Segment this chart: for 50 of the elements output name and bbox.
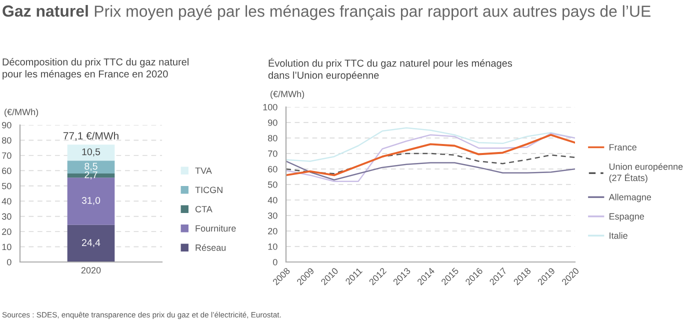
- bar: [67, 224, 115, 262]
- y-tick-label: 40: [268, 196, 278, 204]
- y-axis-title: (€/MWh): [4, 108, 38, 117]
- y-tick-label: 70: [2, 152, 12, 159]
- legend-label: Union européenne (27 États): [609, 163, 683, 183]
- total-label: 77,1 €/MWh: [63, 132, 118, 141]
- y-tick-label: 50: [2, 182, 12, 190]
- y-tick-label: 30: [2, 213, 12, 220]
- legend-label: TVA: [195, 168, 212, 174]
- y-tick-label: 50: [268, 181, 278, 188]
- y-tick-label: 20: [268, 228, 278, 234]
- y-tick-label: 100: [263, 104, 278, 110]
- y-tick-label: 90: [2, 122, 12, 128]
- y-tick-label: 0: [273, 258, 278, 266]
- line-series: [286, 152, 575, 174]
- text: Prix moyen payé par les ménages français par rapport aux autres pays de l’UE: [94, 5, 650, 20]
- y-tick-label: 40: [2, 198, 12, 204]
- bar: [67, 178, 115, 225]
- x-tick-label: 2020: [81, 267, 101, 274]
- data-label: 24,4: [82, 239, 100, 248]
- y-tick-label: 90: [268, 119, 278, 126]
- y-tick-label: 60: [268, 166, 278, 172]
- data-label: 8,5: [84, 162, 98, 171]
- data-label: 31,0: [82, 196, 100, 206]
- y-tick-label: 60: [2, 168, 12, 174]
- text: Gaz naturel: [2, 5, 88, 17]
- y-tick-label: 70: [268, 150, 278, 157]
- y-axis-title: (€/MWh): [270, 90, 304, 99]
- legend-label: Espagne: [610, 213, 644, 222]
- y-tick-label: 0: [7, 258, 12, 266]
- legend-label: CTA: [195, 206, 212, 212]
- line-series: [286, 127, 575, 162]
- line-series: [286, 160, 575, 180]
- y-tick-label: 80: [2, 137, 12, 144]
- y-tick-label: 80: [268, 134, 278, 142]
- chart-title: Évolution du prix TTC du gaz naturel pour les ménages dans l’Union européenne: [268, 58, 512, 81]
- data-label: 10,5: [82, 148, 100, 156]
- y-tick-label: 10: [268, 243, 278, 250]
- legend-label: Allemagne: [608, 194, 652, 202]
- bar: [67, 144, 115, 161]
- y-tick-label: 20: [2, 228, 12, 235]
- legend-label: Réseau: [196, 244, 226, 251]
- y-tick-label: 30: [268, 212, 278, 219]
- data-label: 2,7: [84, 171, 98, 180]
- legend-label: Fourniture: [196, 224, 236, 232]
- legend-label: TICGN: [195, 186, 222, 194]
- y-tick-label: 10: [2, 244, 12, 250]
- legend-label: France: [610, 144, 636, 150]
- chart-title: Décomposition du prix TTC du gaz naturel pour les ménages en France en 2020: [2, 58, 188, 80]
- legend-label: Italie: [610, 232, 628, 239]
